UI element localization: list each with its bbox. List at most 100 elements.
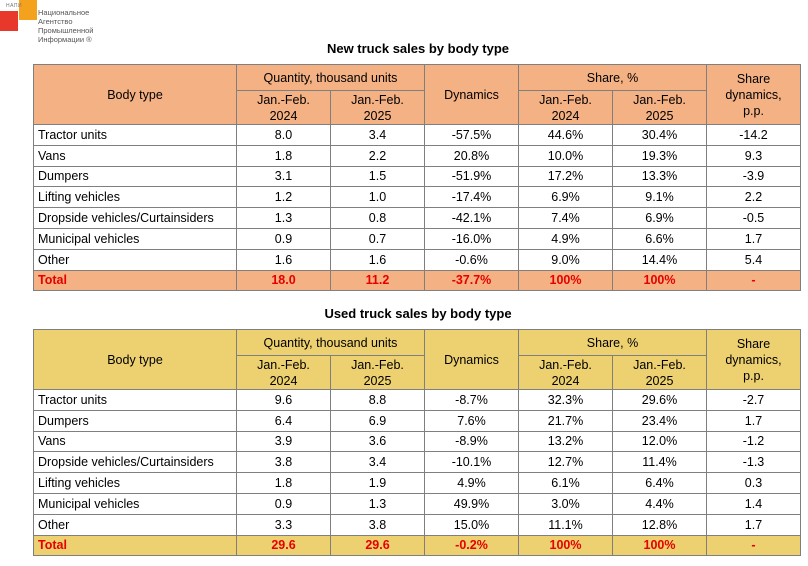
header-period: Jan.-Feb. 2025 (612, 90, 707, 125)
value-cell: 1.2 (236, 186, 331, 209)
value-cell: -14.2 (706, 124, 801, 146)
logo-name-line: Агентство (38, 17, 73, 26)
value-cell: 1.7 (706, 409, 801, 432)
value-cell: 13.2% (518, 430, 613, 453)
value-cell: 49.9% (424, 492, 519, 515)
value-cell: 11.2 (330, 269, 425, 292)
table-row: Vans 3.9 3.6 -8.9% 13.2% 12.0% -1.2 (33, 430, 801, 453)
value-cell: 6.1% (518, 472, 613, 494)
body-type-cell: Dropside vehicles/Curtainsiders (33, 451, 237, 474)
header-body-type: Body type (33, 64, 237, 125)
value-cell: 11.1% (518, 513, 613, 536)
header-period-line: 2024 (269, 373, 298, 388)
value-cell: 1.6 (330, 248, 425, 271)
value-cell: 6.4 (236, 409, 331, 432)
body-type-cell: Dropside vehicles/Curtainsiders (33, 207, 237, 229)
value-cell: 1.8 (236, 472, 331, 494)
value-cell: 0.9 (236, 492, 331, 515)
value-cell: 23.4% (612, 409, 707, 432)
value-cell: 4.4% (612, 492, 707, 515)
value-cell: 3.8 (330, 513, 425, 536)
value-cell: 29.6% (612, 389, 707, 411)
value-cell: 1.7 (706, 513, 801, 536)
value-cell: 9.1% (612, 186, 707, 209)
header-body-type: Body type (33, 329, 237, 390)
value-cell: 15.0% (424, 513, 519, 536)
header-period: Jan.-Feb. 2024 (236, 355, 331, 390)
value-cell: 14.4% (612, 248, 707, 271)
value-cell: 3.8 (236, 451, 331, 474)
value-cell: 18.0 (236, 269, 331, 292)
body-type-cell: Municipal vehicles (33, 227, 237, 250)
header-period-line: Jan.-Feb. (539, 92, 592, 107)
logo-red-square (0, 11, 18, 31)
value-cell: 100% (612, 269, 707, 292)
value-cell: 1.9 (330, 472, 425, 494)
table-row: Municipal vehicles 0.9 1.3 49.9% 3.0% 4.4% 1.4 (33, 492, 801, 515)
table-row: Dumpers 3.1 1.5 -51.9% 17.2% 13.3% -3.9 (33, 165, 801, 188)
value-cell: -10.1% (424, 451, 519, 474)
value-cell: 32.3% (518, 389, 613, 411)
header-quantity: Quantity, thousand units (236, 64, 425, 91)
value-cell: -37.7% (424, 269, 519, 292)
table-row: Lifting vehicles 1.2 1.0 -17.4% 6.9% 9.1% 2.2 (33, 186, 801, 209)
header-period-line: Jan.-Feb. (633, 92, 686, 107)
value-cell: - (706, 269, 801, 292)
value-cell: 4.9% (518, 227, 613, 250)
value-cell: 9.3 (706, 144, 801, 167)
body-type-cell: Tractor units (33, 124, 237, 146)
value-cell: 9.6 (236, 389, 331, 411)
body-type-cell: Total (33, 534, 237, 557)
header-dynamics: Dynamics (424, 329, 519, 390)
value-cell: 7.6% (424, 409, 519, 432)
value-cell: 4.9% (424, 472, 519, 494)
used-table-title: Used truck sales by body type (324, 306, 512, 321)
value-cell: 100% (518, 269, 613, 292)
value-cell: 8.8 (330, 389, 425, 411)
value-cell: -0.5 (706, 207, 801, 229)
value-cell: -2.7 (706, 389, 801, 411)
body-type-cell: Municipal vehicles (33, 492, 237, 515)
logo-name-line: Промышленной (38, 26, 94, 35)
header-share-dynamics-line: p.p. (743, 368, 764, 383)
value-cell: 1.6 (236, 248, 331, 271)
value-cell: 6.9% (518, 186, 613, 209)
logo-name-line: Национальное (38, 8, 90, 17)
body-type-cell: Lifting vehicles (33, 472, 237, 494)
value-cell: 1.3 (330, 492, 425, 515)
table-row: Other 1.6 1.6 -0.6% 9.0% 14.4% 5.4 (33, 248, 801, 271)
value-cell: -1.2 (706, 430, 801, 453)
header-period-line: 2025 (363, 108, 392, 123)
value-cell: 6.6% (612, 227, 707, 250)
value-cell: -0.6% (424, 248, 519, 271)
header-share-dynamics: Share dynamics, p.p. (706, 329, 801, 390)
header-share-dynamics-line: Share (736, 336, 771, 351)
header-dynamics: Dynamics (424, 64, 519, 125)
header-period-line: 2024 (269, 108, 298, 123)
value-cell: 9.0% (518, 248, 613, 271)
body-type-cell: Other (33, 248, 237, 271)
value-cell: 20.8% (424, 144, 519, 167)
value-cell: 3.6 (330, 430, 425, 453)
value-cell: 10.0% (518, 144, 613, 167)
header-period-line: Jan.-Feb. (351, 92, 404, 107)
value-cell: 1.7 (706, 227, 801, 250)
value-cell: 29.6 (330, 534, 425, 557)
value-cell: -1.3 (706, 451, 801, 474)
value-cell: -0.2% (424, 534, 519, 557)
logo-orange-square (19, 0, 37, 20)
body-type-cell: Tractor units (33, 389, 237, 411)
header-period: Jan.-Feb. 2025 (330, 90, 425, 125)
table-row: Lifting vehicles 1.8 1.9 4.9% 6.1% 6.4% 0.3 (33, 472, 801, 494)
total-row: Total 18.0 11.2 -37.7% 100% 100% - (33, 269, 801, 292)
logo-abbreviation: НАПИ (6, 3, 23, 9)
value-cell: 100% (518, 534, 613, 557)
value-cell: -16.0% (424, 227, 519, 250)
header-period-line: Jan.-Feb. (633, 357, 686, 372)
body-type-cell: Other (33, 513, 237, 536)
value-cell: 0.8 (330, 207, 425, 229)
header-share-dynamics-line: dynamics, (725, 352, 782, 367)
table-row: Tractor units 9.6 8.8 -8.7% 32.3% 29.6% -2.7 (33, 389, 801, 411)
header-period: Jan.-Feb. 2025 (330, 355, 425, 390)
table-row: Other 3.3 3.8 15.0% 11.1% 12.8% 1.7 (33, 513, 801, 536)
